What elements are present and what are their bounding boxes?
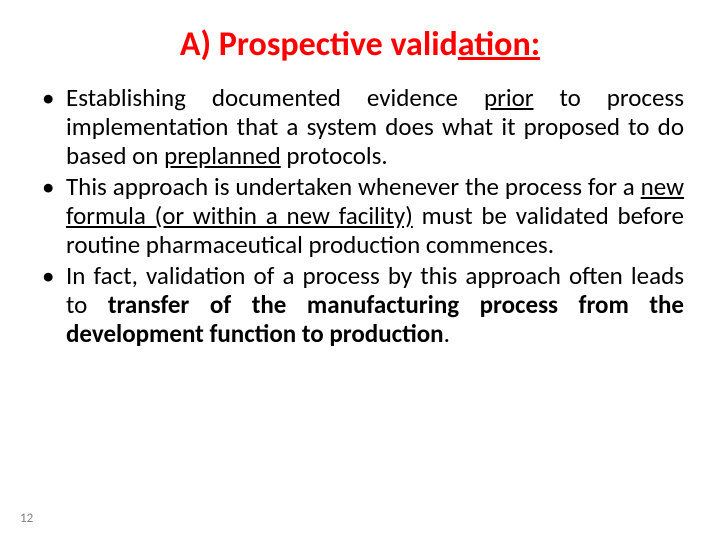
slide-title: A) Prospective validation: [28,24,692,65]
text-run: transfer of the manufacturing process fr… [66,289,684,349]
text-run: Establishing documented evidence [66,82,484,113]
slide: A) Prospective validation: Establishing … [0,0,720,540]
list-item: In fact, validation of a process by this… [36,261,684,348]
text-run: prior [484,82,534,113]
page-number: 12 [20,511,33,526]
text-run: This approach is undertaken whenever the… [66,171,641,202]
text-run: protocols. [281,140,388,171]
title-text-prefix: A) Prospective valid [180,24,458,65]
title-text-underlined: ation: [458,24,540,65]
bullet-list: Establishing documented evidence prior t… [28,83,692,348]
list-item: Establishing documented evidence prior t… [36,83,684,170]
text-run: . [444,318,450,349]
text-run: preplanned [164,140,281,171]
list-item: This approach is undertaken whenever the… [36,172,684,259]
